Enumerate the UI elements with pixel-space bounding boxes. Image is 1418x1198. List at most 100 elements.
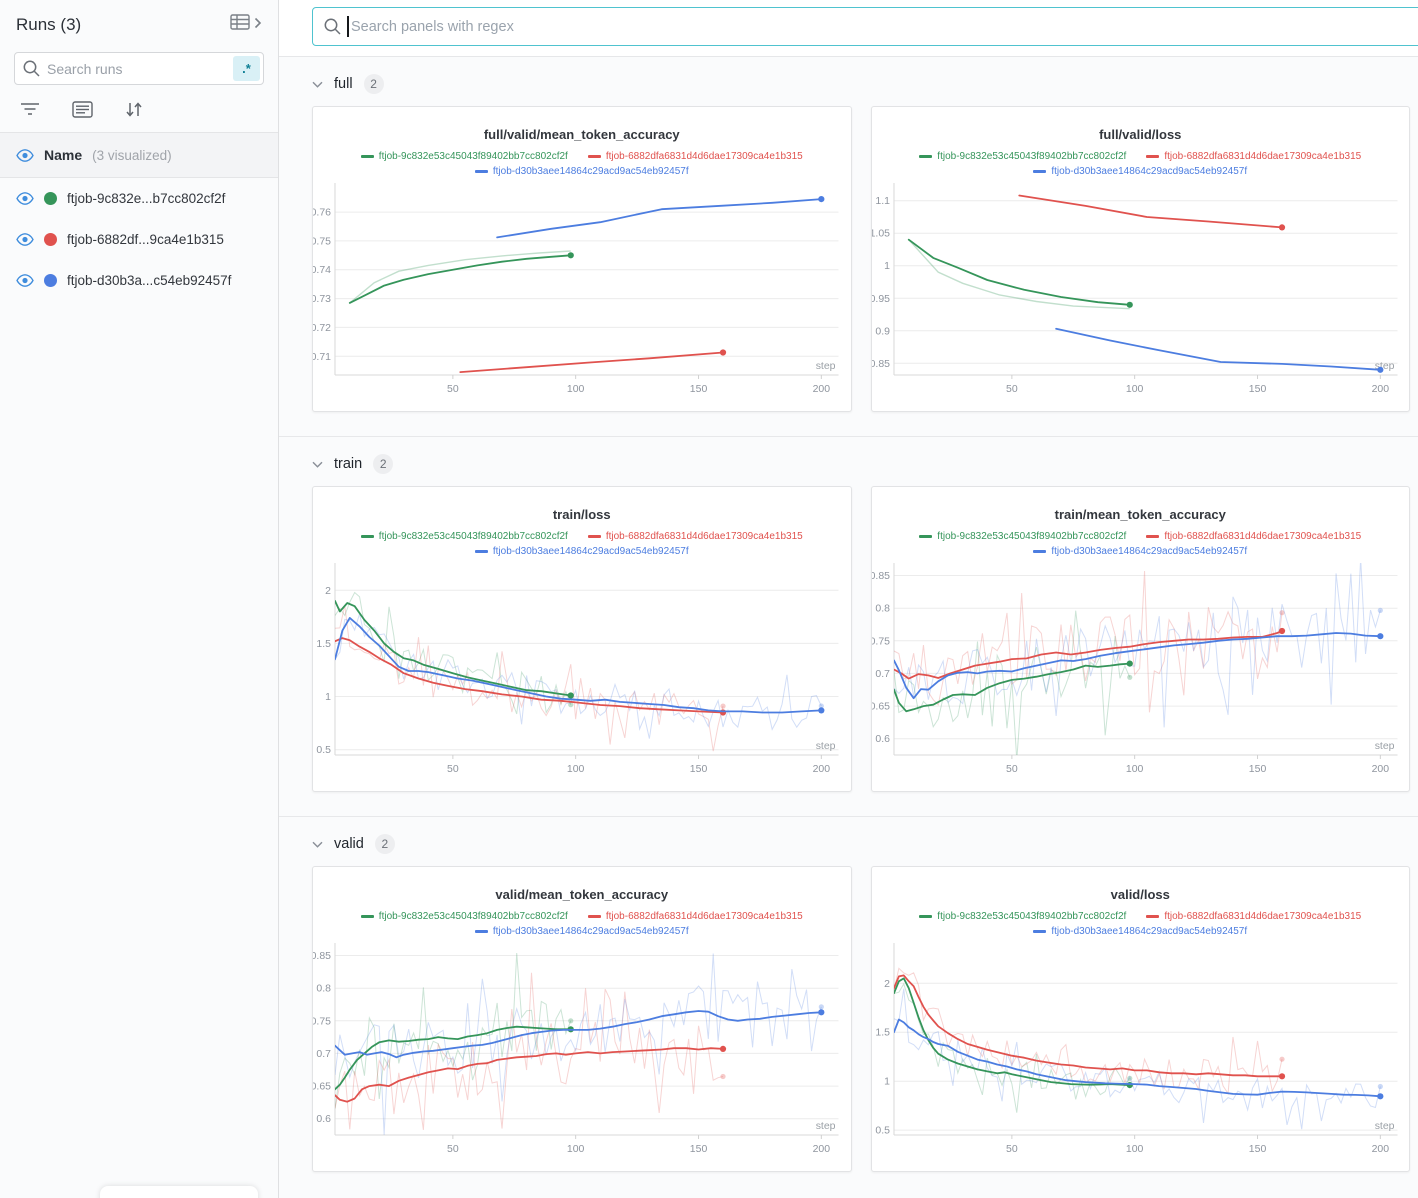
legend-item: ftjob-9c832e53c45043f89402bb7cc802cf2f [919,529,1126,544]
section-full: full 2 full/valid/mean_token_accuracy ft… [279,57,1418,436]
svg-text:200: 200 [1371,384,1389,395]
run-row-3[interactable]: ftjob-d30b3a...c54eb92457f [0,260,278,301]
svg-text:0.6: 0.6 [875,734,890,745]
legend-item: ftjob-6882dfa6831d4d6dae17309ca4e1b315 [1146,149,1361,164]
sort-icon[interactable] [125,101,143,118]
chart-legend: ftjob-9c832e53c45043f89402bb7cc802cf2f f… [313,529,851,559]
search-runs-input[interactable] [14,52,264,85]
line-chart: 0.5 1 1.5 2 50 100 150 200 step [316,563,839,775]
svg-text:0.95: 0.95 [872,294,890,305]
svg-text:150: 150 [1248,384,1266,395]
svg-text:200: 200 [813,1144,831,1155]
svg-text:0.76: 0.76 [313,208,331,219]
chart-title: valid/loss [1110,887,1170,902]
run-search-box: .* [14,52,264,85]
svg-text:150: 150 [690,1144,708,1155]
svg-text:0.6: 0.6 [316,1114,331,1125]
svg-text:150: 150 [1248,1144,1266,1155]
legend-item: ftjob-6882dfa6831d4d6dae17309ca4e1b315 [587,149,803,164]
chart-title: train/loss [552,507,611,522]
svg-text:200: 200 [1371,764,1389,775]
svg-text:0.9: 0.9 [875,326,890,337]
svg-text:50: 50 [1006,764,1018,775]
panel-grid: train/loss ftjob-9c832e53c45043f89402bb7… [312,486,1410,792]
chart-panel-valid-loss[interactable]: valid/loss ftjob-9c832e53c45043f89402bb7… [870,866,1410,1172]
visibility-all-icon[interactable] [16,148,34,162]
chart-legend: ftjob-9c832e53c45043f89402bb7cc802cf2f f… [872,909,1410,939]
svg-text:1.05: 1.05 [872,229,890,240]
workspace-main: full 2 full/valid/mean_token_accuracy ft… [279,0,1418,1198]
chevron-down-icon [312,75,323,93]
chart-title: full/valid/loss [1099,127,1182,142]
svg-text:0.5: 0.5 [875,1126,890,1137]
section-label: train [334,456,363,472]
svg-text:50: 50 [447,764,459,775]
section-valid: valid 2 valid/mean_token_accuracy ftjob-… [279,816,1418,1196]
section-train: train 2 train/loss ftjob-9c832e53c45043f… [279,436,1418,816]
run-row-1[interactable]: ftjob-9c832e...b7cc802cf2f [0,178,278,219]
svg-text:step: step [816,361,836,372]
svg-text:step: step [1374,1121,1394,1132]
table-icon [230,14,252,36]
chart-panel-train-mean-token-accuracy[interactable]: train/mean_token_accuracy ftjob-9c832e53… [870,486,1410,792]
svg-text:1.5: 1.5 [875,1028,890,1039]
svg-text:100: 100 [567,384,585,395]
svg-text:100: 100 [1125,384,1143,395]
svg-text:100: 100 [1125,1144,1143,1155]
svg-text:1.5: 1.5 [316,639,331,650]
run-name: ftjob-d30b3a...c54eb92457f [67,273,232,288]
legend-item: ftjob-d30b3aee14864c29acd9ac54eb92457f [1033,164,1247,179]
chevron-down-icon [312,835,323,853]
svg-text:50: 50 [447,1144,459,1155]
svg-text:150: 150 [690,764,708,775]
line-chart: 0.6 0.65 0.7 0.75 0.8 0.85 50 100 150 200 step [313,943,839,1155]
filter-icon[interactable] [20,101,40,118]
legend-item: ftjob-6882dfa6831d4d6dae17309ca4e1b315 [587,529,803,544]
legend-item: ftjob-6882dfa6831d4d6dae17309ca4e1b315 [1146,909,1361,924]
search-panels-input[interactable] [312,7,1418,46]
chart-panel-full-valid-loss[interactable]: full/valid/loss ftjob-9c832e53c45043f894… [870,106,1410,412]
svg-text:1: 1 [884,261,890,272]
chevron-right-icon [254,16,262,34]
section-valid-header[interactable]: valid 2 [312,834,1410,854]
section-train-header[interactable]: train 2 [312,454,1410,474]
svg-text:50: 50 [1006,1144,1018,1155]
svg-text:100: 100 [1125,764,1143,775]
eye-icon[interactable] [16,274,34,287]
svg-text:0.75: 0.75 [313,1016,331,1027]
bottom-popover[interactable] [100,1186,258,1198]
svg-text:0.73: 0.73 [313,294,331,305]
svg-text:0.7: 0.7 [875,669,890,680]
expand-runs-table-button[interactable] [230,14,262,36]
eye-icon[interactable] [16,192,34,205]
chart-panel-valid-mean-token-accuracy[interactable]: valid/mean_token_accuracy ftjob-9c832e53… [312,866,852,1172]
svg-text:0.65: 0.65 [313,1082,331,1093]
legend-item: ftjob-d30b3aee14864c29acd9ac54eb92457f [1033,924,1247,939]
chart-panel-full-valid-mean-token-accuracy[interactable]: full/valid/mean_token_accuracy ftjob-9c8… [312,106,852,412]
svg-text:0.5: 0.5 [316,745,331,756]
legend-item: ftjob-6882dfa6831d4d6dae17309ca4e1b315 [1146,529,1361,544]
svg-text:0.85: 0.85 [872,571,890,582]
svg-text:2: 2 [884,979,890,990]
svg-text:step: step [816,1121,836,1132]
eye-icon[interactable] [16,233,34,246]
group-list-icon[interactable] [72,101,93,118]
regex-toggle-button[interactable]: .* [233,56,260,81]
panel-grid: valid/mean_token_accuracy ftjob-9c832e53… [312,866,1410,1172]
section-full-header[interactable]: full 2 [312,74,1410,94]
name-column-label: Name [44,147,83,163]
svg-text:50: 50 [447,384,459,395]
run-row-2[interactable]: ftjob-6882df...9ca4e1b315 [0,219,278,260]
svg-text:0.65: 0.65 [872,702,890,713]
runs-toolbar [0,85,278,132]
svg-text:200: 200 [813,384,831,395]
runs-sidebar-header: Runs (3) [0,0,278,44]
chart-panel-train-loss[interactable]: train/loss ftjob-9c832e53c45043f89402bb7… [312,486,852,792]
panel-search-bar [279,0,1418,57]
svg-text:0.8: 0.8 [316,984,331,995]
legend-item: ftjob-d30b3aee14864c29acd9ac54eb92457f [474,164,689,179]
chart-title: full/valid/mean_token_accuracy [483,127,680,142]
runs-sidebar: Runs (3) [0,0,279,1198]
legend-item: ftjob-6882dfa6831d4d6dae17309ca4e1b315 [587,909,803,924]
